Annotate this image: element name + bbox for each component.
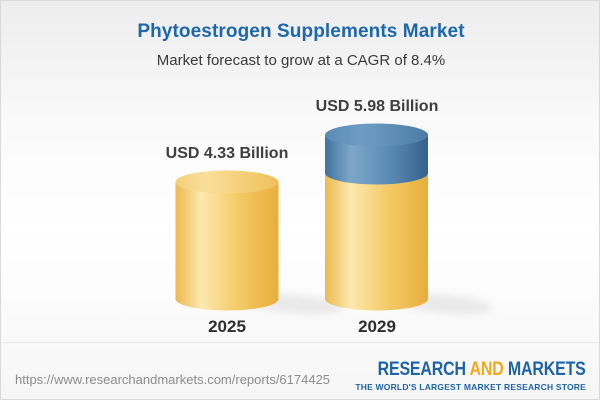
category-label-2029: 2029 xyxy=(358,317,396,336)
cylinder-2029-base-segment xyxy=(325,173,428,311)
cylinder-2029-growth-segment xyxy=(325,135,428,185)
logo-tagline: THE WORLD'S LARGEST MARKET RESEARCH STOR… xyxy=(355,382,586,392)
research-and-markets-logo: RESEARCH AND MARKETS THE WORLD'S LARGEST… xyxy=(338,359,586,392)
cylinder-2029 xyxy=(325,123,428,311)
logo-word-research: RESEARCH xyxy=(377,359,467,380)
value-label-2025: USD 4.33 Billion xyxy=(165,145,289,162)
logo-wordmark: RESEARCH AND MARKETS xyxy=(378,359,586,381)
category-label-2025: 2025 xyxy=(208,317,246,336)
value-label-2029: USD 5.98 Billion xyxy=(315,98,439,115)
footer-divider xyxy=(1,342,599,343)
chart-title: Phytoestrogen Supplements Market xyxy=(137,21,465,42)
logo-word-and: AND xyxy=(469,359,504,380)
logo-word-markets: MARKETS xyxy=(508,359,586,380)
report-url: https://www.researchandmarkets.com/repor… xyxy=(15,372,331,387)
cylinder-2025 xyxy=(175,170,279,311)
chart-subtitle: Market forecast to grow at a CAGR of 8.4… xyxy=(156,52,446,69)
